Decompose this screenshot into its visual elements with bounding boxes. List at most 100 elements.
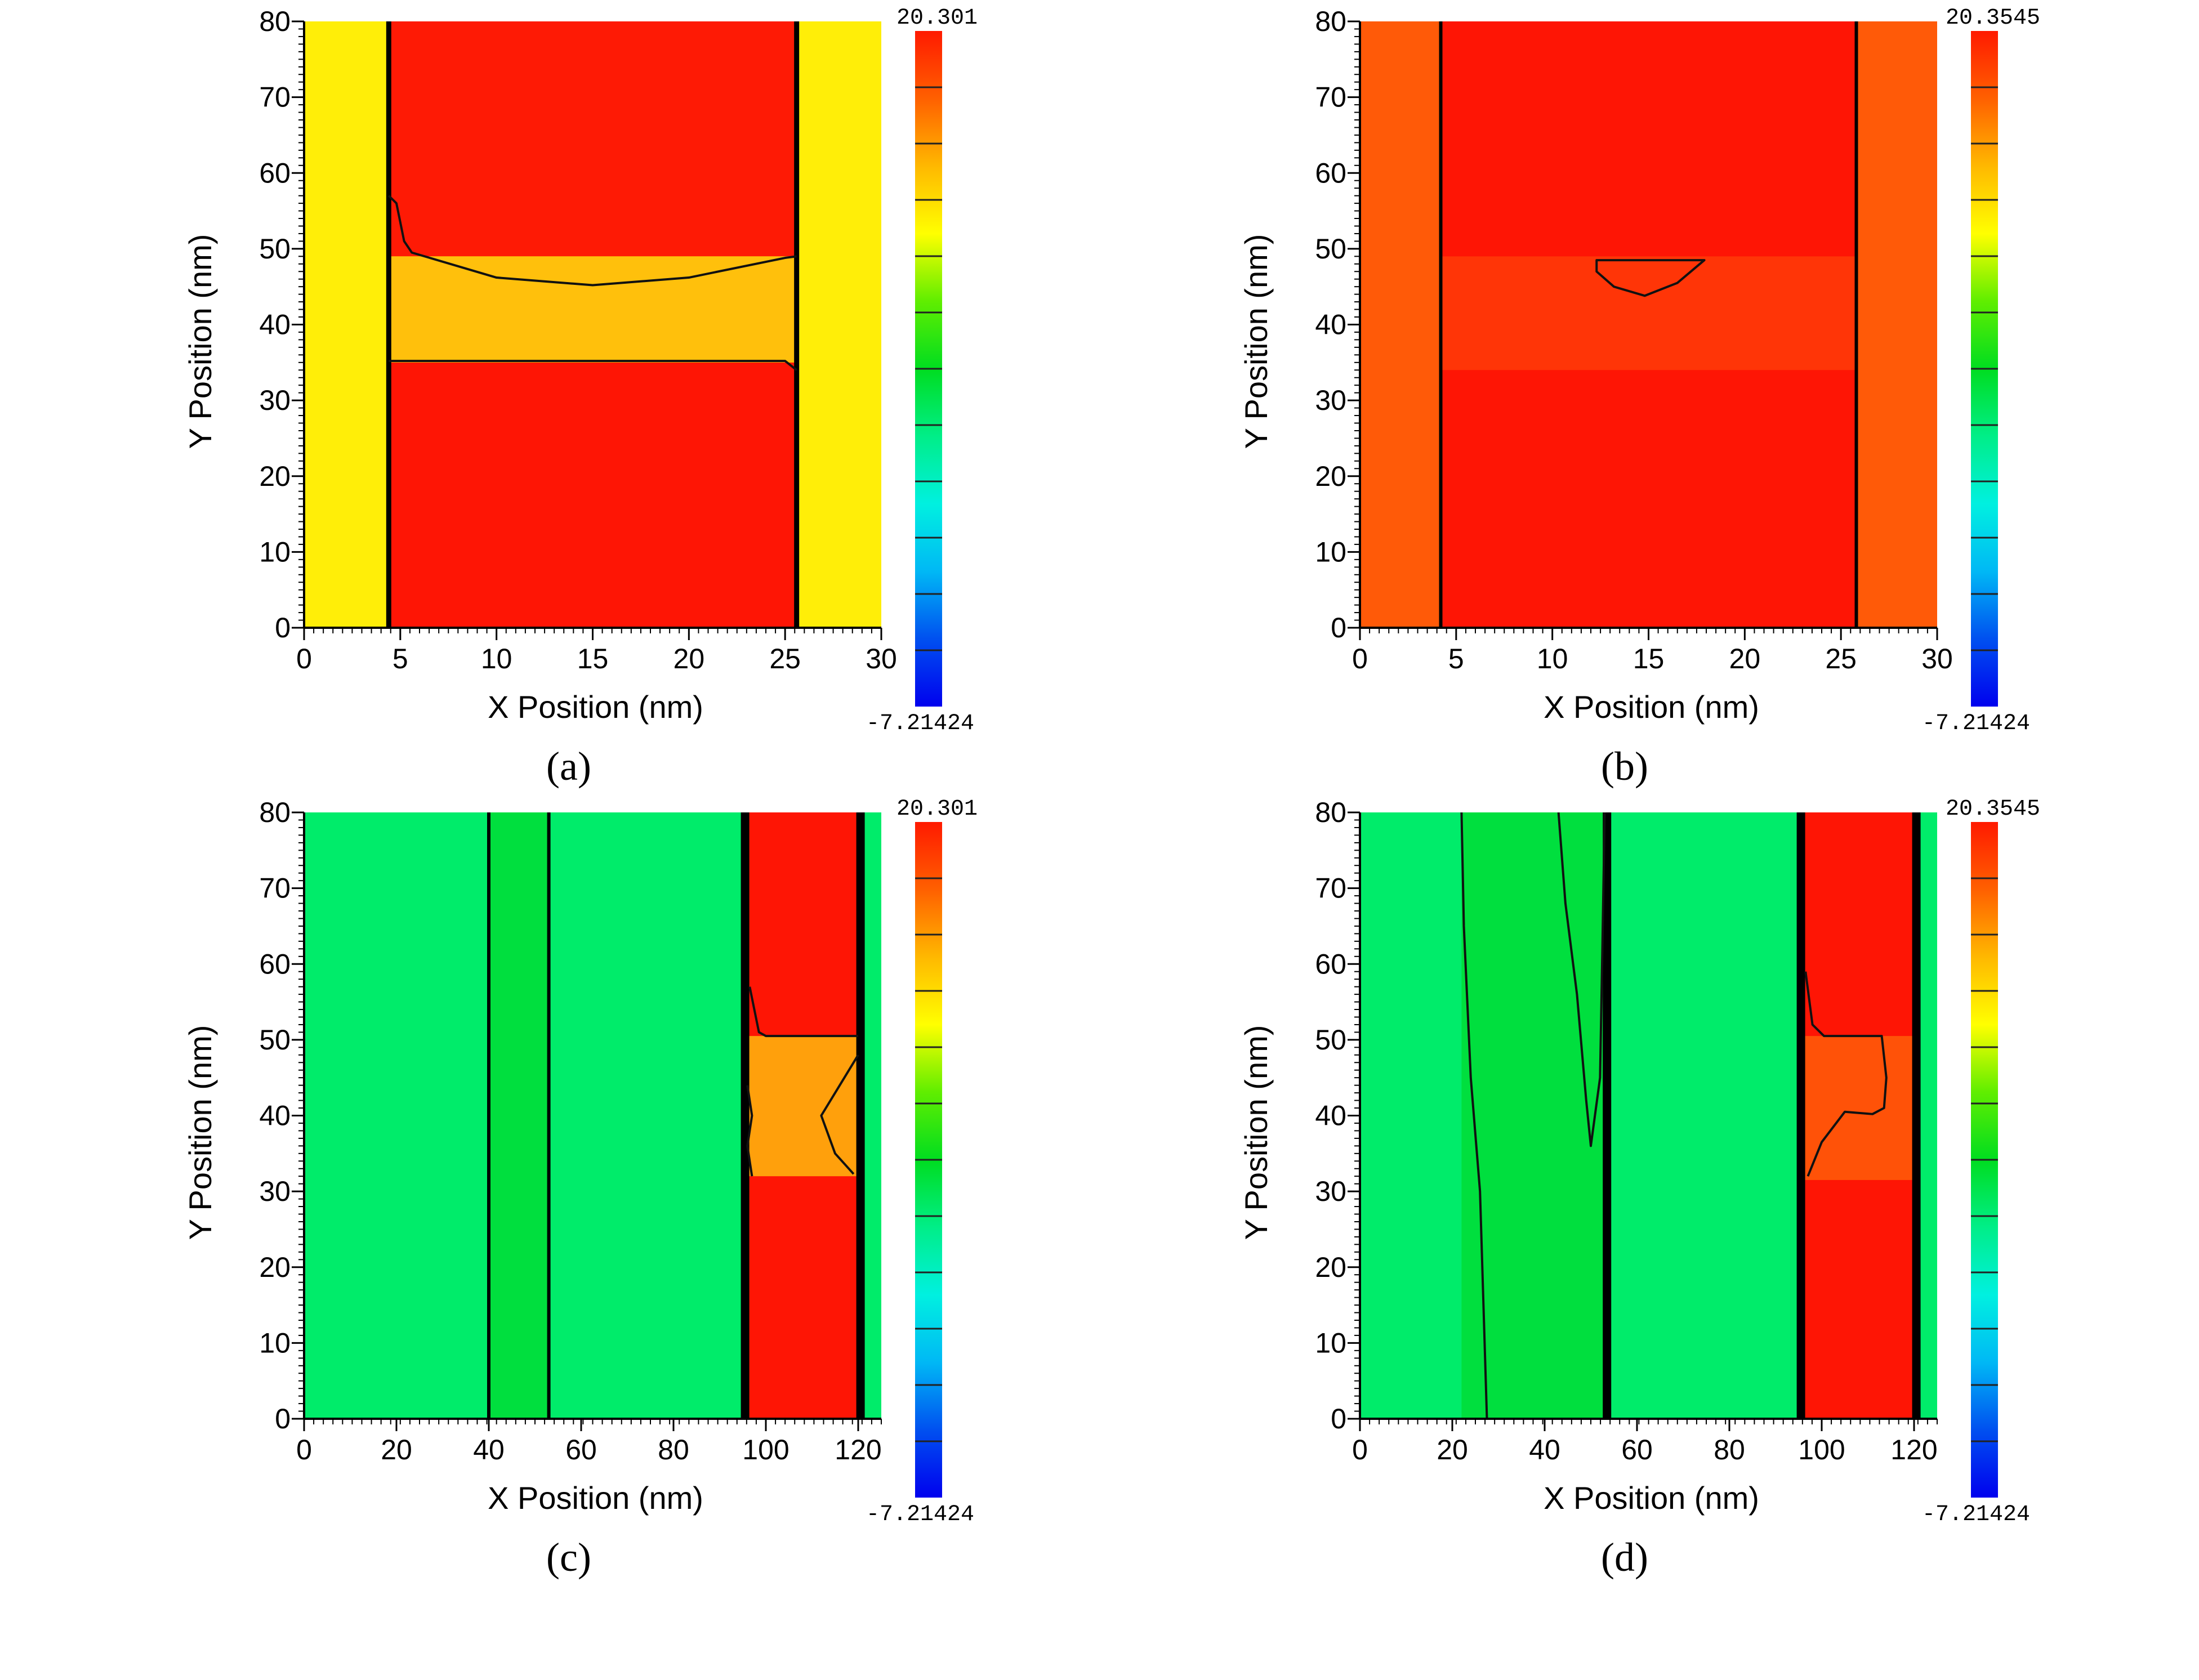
contour-line [1557,812,1606,1147]
y-tick-label: 30 [259,1176,291,1207]
colorbar-max-label: 20.301 [896,6,978,31]
y-tick-label: 10 [259,536,291,568]
y-tick-label: 20 [259,1252,291,1283]
x-tick-label: 30 [866,643,897,674]
x-tick-label: 5 [392,643,408,674]
heatmap-region [1461,812,1605,1419]
chart-panel-b: 0 5 10 15 20 25 30 0 10 20 30 40 50 60 70 80 X Position … [1238,6,2040,789]
x-tick-label: 20 [1437,1434,1468,1465]
x-tick-label: 0 [296,643,312,674]
contour-line [746,1085,753,1177]
y-tick-label: 20 [1315,1252,1346,1283]
plot-area [304,812,881,1419]
x-tick-label: 20 [673,643,705,674]
y-tick-label: 10 [1315,536,1346,568]
x-tick-label: 15 [1633,643,1665,674]
plot-area [1360,812,1937,1419]
heatmap-region [1440,256,1857,370]
x-tick-label: 40 [1529,1434,1560,1465]
x-tick-label: 20 [1729,643,1761,674]
y-axis-label: Y Position (nm) [1238,234,1274,449]
contour-line [1460,812,1488,1419]
x-axis-label: X Position (nm) [488,689,703,725]
x-tick-label: 60 [1621,1434,1653,1465]
x-tick-label: 25 [769,643,801,674]
x-tick-label: 30 [1921,643,1953,674]
y-tick-label: 50 [259,1024,291,1056]
y-tick-label: 10 [259,1327,291,1359]
heatmap-region [1799,1036,1917,1180]
x-tick-label: 100 [1798,1434,1845,1465]
y-tick-label: 30 [259,385,291,416]
x-tick-label: 5 [1448,643,1464,674]
heatmap-region [389,21,797,257]
panel-caption: (a) [546,744,591,789]
y-tick-label: 70 [1315,873,1346,904]
y-tick-label: 0 [1331,1403,1346,1435]
y-tick-label: 80 [259,797,291,828]
panel-caption: (b) [1601,744,1648,789]
y-tick-label: 70 [1315,82,1346,113]
x-tick-label: 0 [1352,643,1368,674]
panel-caption: (c) [546,1535,591,1580]
colorbar-min-label: -7.21424 [866,1502,974,1527]
y-tick-label: 50 [1315,233,1346,265]
x-axis-label: X Position (nm) [488,1480,703,1516]
x-tick-label: 10 [481,643,512,674]
x-tick-label: 120 [835,1434,881,1465]
x-axis-label: X Position (nm) [1544,689,1759,725]
y-tick-label: 40 [259,309,291,341]
y-tick-label: 60 [1315,948,1346,980]
heatmap-region [743,1036,863,1177]
y-tick-label: 70 [259,82,291,113]
y-tick-label: 50 [259,233,291,265]
colorbar-max-label: 20.3545 [1946,6,2040,31]
x-tick-label: 0 [1352,1434,1368,1465]
contour-line [748,986,858,1038]
colorbar-max-label: 20.3545 [1946,797,2040,822]
y-axis-label: Y Position (nm) [1238,1025,1274,1240]
y-tick-label: 20 [1315,461,1346,492]
y-tick-label: 0 [275,612,291,644]
y-tick-label: 60 [259,948,291,980]
x-tick-label: 80 [1714,1434,1745,1465]
y-tick-label: 40 [259,1100,291,1132]
contour-line [820,1054,859,1175]
y-tick-label: 10 [1315,1327,1346,1359]
contour-line [389,360,797,371]
plot-area [1360,21,1937,628]
y-tick-label: 40 [1315,309,1346,341]
plot-area [304,21,881,628]
y-tick-label: 60 [259,157,291,189]
x-tick-label: 10 [1537,643,1568,674]
y-tick-label: 50 [1315,1024,1346,1056]
y-tick-label: 80 [1315,6,1346,37]
heatmap-region [389,256,797,363]
x-tick-label: 25 [1825,643,1857,674]
contour-line [1595,259,1706,297]
heatmap-region [389,362,797,628]
y-tick-label: 60 [1315,157,1346,189]
chart-panel-d: 0 20 40 60 80 100 120 0 10 20 30 40 50 60 70 80 X Positi… [1238,797,2040,1580]
chart-panel-c: 0 20 40 60 80 100 120 0 10 20 30 40 50 60 70 80 X Positi… [182,797,978,1580]
y-tick-label: 30 [1315,385,1346,416]
chart-panel-a: 0 5 10 15 20 25 30 0 10 20 30 40 50 60 70 80 X Position … [182,6,978,789]
x-tick-label: 80 [658,1434,689,1465]
x-tick-label: 15 [577,643,609,674]
panel-caption: (d) [1601,1535,1648,1580]
x-tick-label: 120 [1890,1434,1937,1465]
contour-line [1804,971,1888,1177]
colorbar-min-label: -7.21424 [1922,1502,2030,1527]
colorbar-min-label: -7.21424 [866,711,974,736]
x-tick-label: 40 [473,1434,505,1465]
x-tick-label: 20 [381,1434,412,1465]
y-tick-label: 20 [259,461,291,492]
y-axis-label: Y Position (nm) [182,1025,218,1240]
x-axis-label: X Position (nm) [1544,1480,1759,1516]
x-tick-label: 0 [296,1434,312,1465]
x-tick-label: 60 [565,1434,597,1465]
y-tick-label: 0 [275,1403,291,1435]
y-tick-label: 30 [1315,1176,1346,1207]
